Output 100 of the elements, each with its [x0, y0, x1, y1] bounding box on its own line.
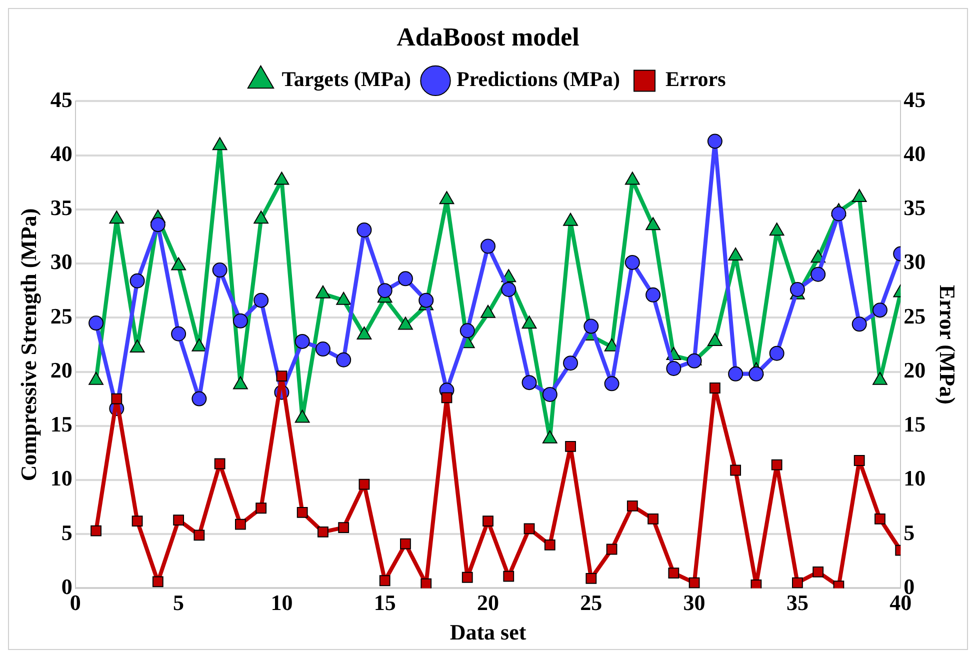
point: [771, 459, 782, 470]
point: [336, 292, 352, 305]
point: [400, 538, 411, 550]
point: [624, 254, 640, 270]
point: [232, 313, 248, 328]
y2-tick-label: 20: [904, 357, 926, 382]
x-tick-label: 20: [477, 590, 499, 616]
point: [563, 356, 578, 371]
point: [254, 210, 268, 224]
point: [626, 500, 638, 512]
y-tick-label: 35: [50, 195, 72, 220]
chart-title: AdaBoost model: [396, 22, 580, 52]
point: [563, 212, 578, 226]
point: [460, 323, 475, 338]
y2-tick-label: 5: [904, 520, 915, 545]
y-tick-label: 30: [50, 249, 72, 274]
y-tick-label: 0: [61, 574, 72, 599]
point: [318, 526, 328, 538]
x-tick-label: 5: [173, 590, 184, 616]
y2-axis-title: Error (MPa): [935, 284, 960, 404]
point: [730, 464, 742, 476]
point: [192, 391, 207, 406]
point: [111, 393, 122, 404]
point: [503, 570, 514, 582]
point: [171, 326, 186, 342]
point: [379, 575, 390, 586]
point: [234, 518, 246, 530]
point: [338, 522, 350, 534]
point: [728, 247, 743, 260]
point: [668, 568, 680, 578]
point: [854, 455, 865, 466]
y-tick-label: 25: [50, 303, 72, 328]
x-tick-label: 35: [786, 590, 808, 616]
point: [565, 440, 576, 452]
legend-label: Errors: [666, 67, 726, 92]
point: [90, 525, 102, 536]
point: [688, 577, 700, 588]
point: [482, 516, 494, 527]
point: [646, 287, 661, 302]
y-tick-label: 5: [61, 520, 72, 545]
point: [420, 578, 432, 588]
point: [686, 353, 702, 368]
x-tick-label: 15: [374, 590, 396, 616]
point: [212, 262, 228, 278]
y-tick-label: 15: [50, 412, 72, 437]
y-tick-label: 20: [50, 357, 72, 382]
y-axis-title: Compressive Strength (MPa): [16, 208, 41, 482]
point: [522, 375, 537, 390]
point: [584, 318, 599, 334]
point: [852, 316, 867, 332]
point: [130, 273, 145, 288]
point: [254, 292, 269, 308]
point: [171, 257, 186, 270]
point: [790, 282, 805, 298]
point: [377, 283, 392, 298]
point: [522, 316, 537, 329]
y2-tick-label: 15: [904, 412, 926, 437]
point: [666, 361, 682, 376]
y2-tick-label: 45: [904, 86, 926, 112]
point: [212, 137, 228, 150]
point: [646, 217, 660, 230]
point: [769, 222, 784, 236]
point: [852, 189, 867, 202]
point: [214, 458, 226, 470]
point: [358, 478, 370, 490]
point: [418, 292, 434, 308]
point: [586, 573, 597, 584]
point: [769, 346, 784, 361]
point: [648, 513, 658, 524]
point: [524, 523, 535, 534]
point: [624, 172, 640, 185]
point: [356, 222, 372, 238]
point: [315, 342, 330, 357]
y2-tick-label: 35: [904, 195, 926, 220]
point: [606, 544, 618, 555]
point: [194, 530, 205, 541]
point: [872, 302, 888, 318]
legend-label: Predictions (MPa): [456, 67, 620, 92]
point: [441, 392, 452, 404]
point: [604, 376, 620, 392]
point: [274, 172, 290, 185]
point: [462, 572, 473, 583]
x-tick-label: 10: [270, 590, 293, 616]
point: [398, 316, 413, 330]
point: [748, 366, 764, 382]
point: [480, 304, 496, 318]
y-tick-label: 40: [50, 141, 72, 166]
y2-tick-label: 30: [904, 249, 926, 274]
point: [728, 366, 744, 382]
y2-tick-label: 25: [904, 303, 926, 328]
point: [152, 576, 164, 588]
point: [398, 271, 413, 286]
x-tick-label: 30: [683, 590, 706, 616]
y2-tick-label: 40: [904, 141, 926, 166]
point: [812, 566, 824, 578]
point: [109, 210, 124, 224]
point: [792, 577, 803, 588]
point: [132, 516, 143, 527]
point: [544, 539, 556, 550]
point: [439, 191, 454, 204]
